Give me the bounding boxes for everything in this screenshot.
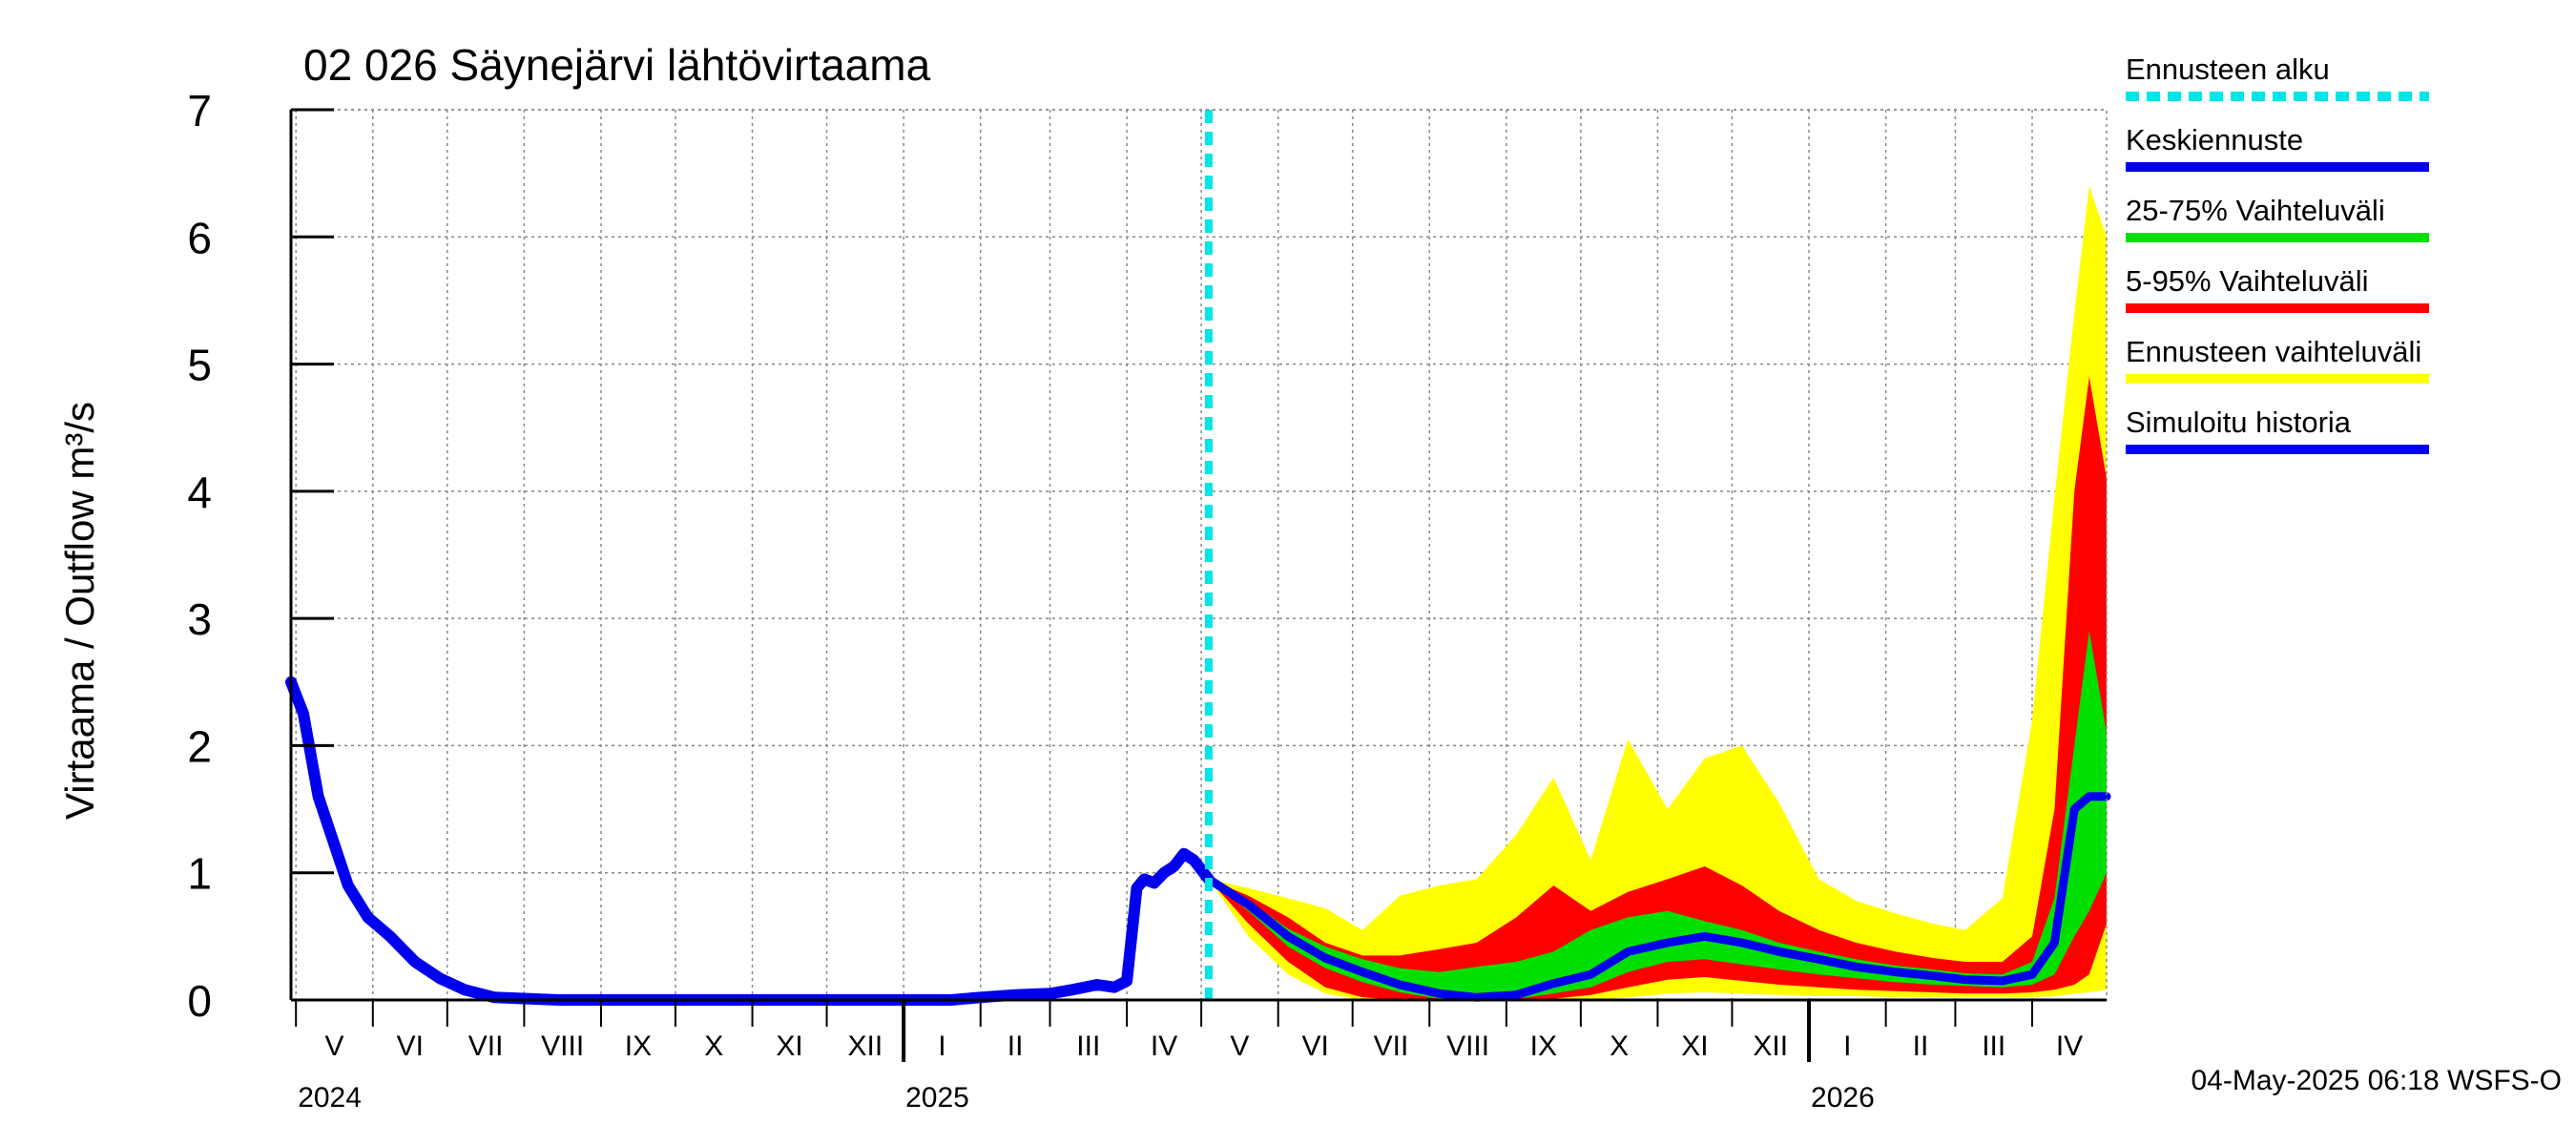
- x-month-label: VI: [397, 1030, 424, 1062]
- band-25-75: [1208, 631, 2107, 1000]
- x-month-label: VIII: [1446, 1030, 1489, 1062]
- x-month-label: I: [938, 1030, 945, 1062]
- legend-label: Ennusteen vaihteluväli: [2126, 335, 2421, 368]
- median-forecast-line: [1204, 792, 2111, 1002]
- chart-title: 02 026 Säynejärvi lähtövirtaama: [303, 40, 931, 90]
- x-month-label: II: [1913, 1030, 1929, 1062]
- plot-area: [285, 109, 2111, 1006]
- y-tick-label: 1: [187, 849, 212, 899]
- x-month-label: III: [1076, 1030, 1100, 1062]
- x-month-label: IV: [1151, 1030, 1177, 1062]
- x-month-label: XI: [776, 1030, 802, 1062]
- y-tick-label: 5: [187, 341, 212, 390]
- x-month-label: VIII: [541, 1030, 584, 1062]
- x-month-label: IX: [1530, 1030, 1557, 1062]
- x-month-label: XI: [1681, 1030, 1708, 1062]
- y-axis: 0 1 2 3 4 5 6 7: [187, 86, 334, 1026]
- y-axis-label: Virtaama / Outflow m³/s: [57, 402, 102, 820]
- y-tick-label: 2: [187, 721, 212, 771]
- x-month-label: VI: [1302, 1030, 1329, 1062]
- x-month-label: IX: [625, 1030, 652, 1062]
- x-month-label: II: [1008, 1030, 1024, 1062]
- x-month-label: III: [1982, 1030, 2005, 1062]
- y-tick-label: 3: [187, 594, 212, 644]
- x-year-label: 2025: [905, 1082, 969, 1114]
- band-5-95: [1208, 376, 2107, 1000]
- x-year-label: 2024: [298, 1082, 362, 1114]
- x-month-label: V: [1230, 1030, 1249, 1062]
- x-month-label: X: [1610, 1030, 1629, 1062]
- x-month-label: X: [704, 1030, 723, 1062]
- x-month-label: I: [1843, 1030, 1851, 1062]
- x-month-label: V: [324, 1030, 343, 1062]
- legend-label: 5-95% Vaihteluväli: [2126, 264, 2368, 298]
- legend-label: 25-75% Vaihteluväli: [2126, 194, 2385, 227]
- legend-label: Simuloitu historia: [2126, 406, 2352, 439]
- forecast-range-band: [1208, 186, 2107, 1000]
- x-month-label: XII: [1753, 1030, 1788, 1062]
- y-tick-label: 0: [187, 976, 212, 1026]
- x-month-label: XII: [847, 1030, 883, 1062]
- x-axis: V VI VII VIII IX X XI XII I II III IV V VI VII VIII IX X X…: [291, 998, 2107, 1114]
- x-year-label: 2026: [1811, 1082, 1875, 1114]
- x-month-label: VII: [1374, 1030, 1409, 1062]
- x-month-label: VII: [468, 1030, 504, 1062]
- legend: Ennusteen alku Keskiennuste 25-75% Vaihtel…: [2126, 52, 2429, 454]
- simulated-history-line: [285, 676, 1215, 1006]
- y-tick-label: 6: [187, 213, 212, 262]
- y-tick-label: 4: [187, 468, 212, 517]
- legend-label: Keskiennuste: [2126, 123, 2303, 156]
- y-tick-label: 7: [187, 86, 212, 135]
- legend-label: Ennusteen alku: [2126, 52, 2330, 86]
- x-month-label: IV: [2056, 1030, 2083, 1062]
- timestamp: 04-May-2025 06:18 WSFS-O: [2192, 1065, 2563, 1096]
